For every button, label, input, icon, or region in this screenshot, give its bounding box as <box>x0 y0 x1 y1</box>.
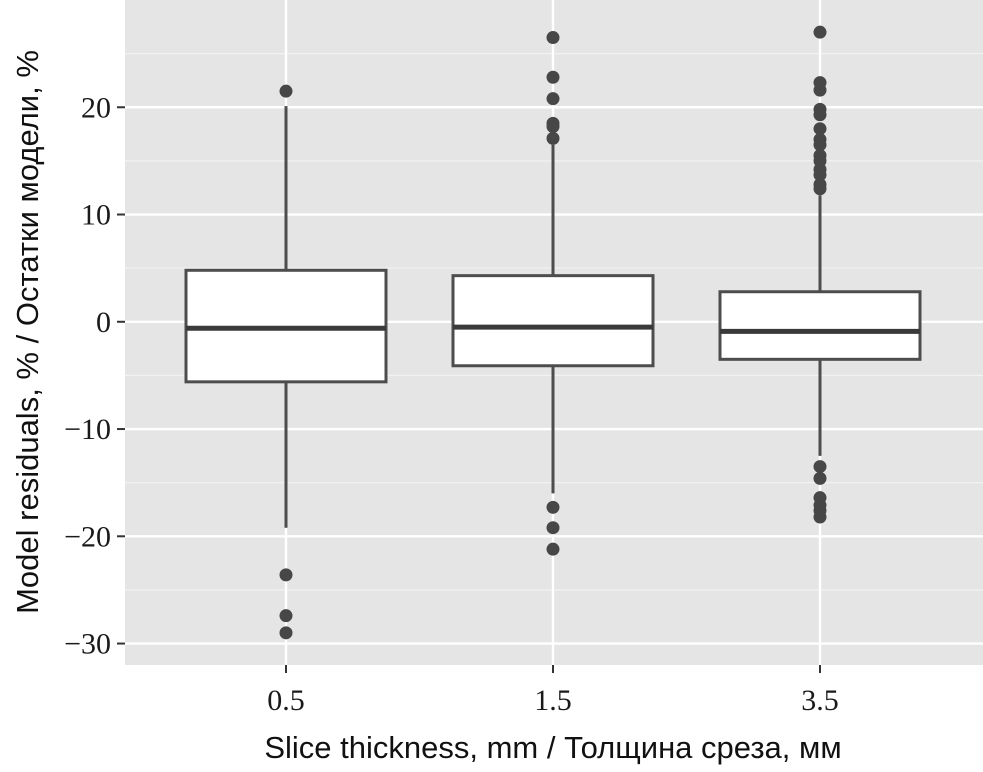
outlier-point <box>546 70 560 84</box>
box-group-1.5 <box>451 31 655 556</box>
outlier-point <box>813 168 827 182</box>
box-group-0.5 <box>184 84 388 640</box>
x-axis-title: Slice thickness, mm / Толщина среза, мм <box>264 730 841 765</box>
outlier-point <box>546 521 560 535</box>
outlier-point <box>813 108 827 122</box>
box-group-3.5 <box>718 25 922 524</box>
outlier-point <box>279 626 293 640</box>
outlier-point <box>813 25 827 39</box>
y-tick-label: −20 <box>64 520 111 553</box>
outlier-point <box>813 460 827 474</box>
x-axis-ticks: 0.5 1.5 3.5 <box>267 665 839 717</box>
outlier-point <box>813 510 827 524</box>
x-tick-label: 3.5 <box>801 684 839 717</box>
outlier-point <box>546 92 560 106</box>
y-axis-ticks: −30 −20 −10 0 10 20 <box>64 91 125 661</box>
y-tick-label: 10 <box>81 199 111 232</box>
y-axis-title: Model residuals, % / Остатки модели, % <box>10 50 45 614</box>
outlier-point <box>813 83 827 97</box>
x-tick-label: 1.5 <box>534 684 572 717</box>
y-tick-label: 20 <box>81 91 111 124</box>
y-tick-label: −10 <box>64 413 111 446</box>
outlier-point <box>813 122 827 136</box>
box-iqr <box>718 290 922 361</box>
outlier-point <box>546 500 560 514</box>
y-tick-label: −30 <box>64 628 111 661</box>
outlier-point <box>813 182 827 196</box>
outlier-point <box>546 31 560 45</box>
x-tick-label: 0.5 <box>267 684 305 717</box>
outlier-point <box>279 609 293 623</box>
boxes <box>184 25 922 640</box>
box-iqr <box>451 274 655 368</box>
outlier-point <box>546 120 560 134</box>
outlier-point <box>546 542 560 556</box>
outlier-point <box>546 131 560 145</box>
outlier-point <box>279 84 293 98</box>
y-tick-label: 0 <box>96 306 111 339</box>
outlier-point <box>279 568 293 582</box>
outlier-point <box>813 138 827 152</box>
outlier-point <box>813 471 827 485</box>
